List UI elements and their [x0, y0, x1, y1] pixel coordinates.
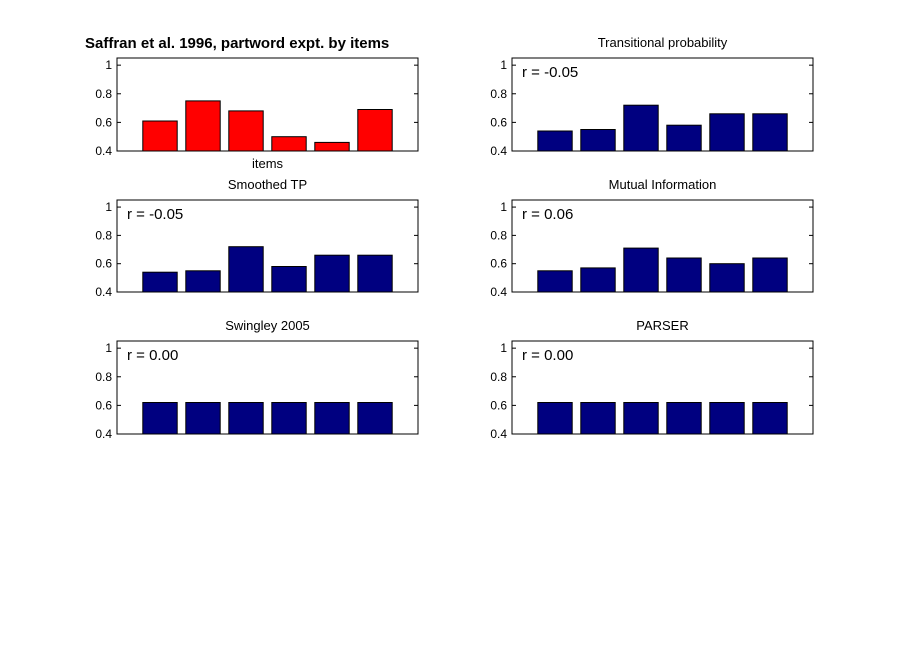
correlation-annotation: r = -0.05 [522, 64, 578, 81]
y-tick-label: 1 [500, 200, 507, 214]
panel-title: Swingley 2005 [225, 318, 310, 333]
bar [228, 110, 264, 152]
bar [357, 402, 393, 435]
bar [537, 402, 573, 435]
correlation-annotation: r = 0.00 [127, 347, 178, 364]
y-tick-label: 1 [105, 200, 112, 214]
y-tick-label: 0.8 [490, 370, 507, 384]
x-axis-label: items [252, 156, 284, 171]
y-tick-label: 1 [105, 58, 112, 72]
bar [142, 271, 178, 293]
y-tick-label: 0.8 [490, 87, 507, 101]
bar [537, 130, 573, 152]
y-tick-label: 0.6 [95, 257, 112, 271]
y-tick-label: 0.4 [490, 144, 507, 158]
bar [709, 263, 745, 293]
panel-title: Transitional probability [598, 35, 728, 50]
bar [271, 266, 307, 293]
bar [623, 247, 659, 293]
panel-title: Smoothed TP [228, 177, 307, 192]
bar [623, 402, 659, 435]
y-tick-label: 0.8 [95, 370, 112, 384]
bar [314, 254, 350, 293]
y-tick-label: 0.6 [95, 398, 112, 412]
bar [228, 402, 264, 435]
y-tick-label: 0.6 [490, 115, 507, 129]
panel-title: Mutual Information [609, 177, 717, 192]
bar [580, 402, 616, 435]
y-tick-label: 0.6 [95, 115, 112, 129]
subplot-2: 0.4 0.6 0.8 1 Transitional probability r = -0… [490, 35, 814, 158]
bar [271, 136, 307, 152]
bar [666, 402, 702, 435]
bar [752, 402, 788, 435]
bar [142, 402, 178, 435]
bar [666, 124, 702, 152]
subplot-6: 0.4 0.6 0.8 1 PARSER r = 0.00 [490, 318, 814, 441]
y-tick-label: 0.4 [490, 285, 507, 299]
bar [185, 402, 221, 435]
bar [752, 257, 788, 293]
bar [709, 402, 745, 435]
bar [666, 257, 702, 293]
subplot-5: 0.4 0.6 0.8 1 Swingley 2005 r = 0.00 [95, 318, 419, 441]
bar [537, 270, 573, 293]
bar [357, 254, 393, 293]
y-tick-label: 0.6 [490, 398, 507, 412]
bar [580, 129, 616, 152]
bar [142, 120, 178, 152]
correlation-annotation: r = -0.05 [127, 206, 183, 223]
bar [752, 113, 788, 152]
correlation-annotation: r = 0.00 [522, 347, 573, 364]
y-tick-label: 0.8 [490, 228, 507, 242]
y-tick-label: 0.8 [95, 228, 112, 242]
y-tick-label: 1 [500, 341, 507, 355]
panel-title: Saffran et al. 1996, partword expt. by i… [85, 35, 389, 52]
bar [271, 402, 307, 435]
bar [709, 113, 745, 152]
bar [314, 141, 350, 152]
bar [580, 267, 616, 293]
bar [185, 100, 221, 152]
bar [314, 402, 350, 435]
bar [623, 104, 659, 152]
subplot-4: 0.4 0.6 0.8 1 Mutual Information r = 0.06 [490, 177, 814, 299]
y-tick-label: 0.4 [95, 144, 112, 158]
correlation-annotation: r = 0.06 [522, 206, 573, 223]
y-tick-label: 0.8 [95, 87, 112, 101]
bar [228, 246, 264, 293]
subplot-1: 0.4 0.6 0.8 1 Saffran et al. 1996, partword … [85, 35, 419, 171]
y-tick-label: 0.6 [490, 257, 507, 271]
y-tick-label: 0.4 [490, 427, 507, 441]
y-tick-label: 1 [105, 341, 112, 355]
bar [357, 109, 393, 152]
y-tick-label: 1 [500, 58, 507, 72]
bar [185, 270, 221, 293]
panel-title: PARSER [636, 318, 689, 333]
y-tick-label: 0.4 [95, 427, 112, 441]
subplot-3: 0.4 0.6 0.8 1 Smoothed TP r = -0.05 [95, 177, 419, 299]
y-tick-label: 0.4 [95, 285, 112, 299]
